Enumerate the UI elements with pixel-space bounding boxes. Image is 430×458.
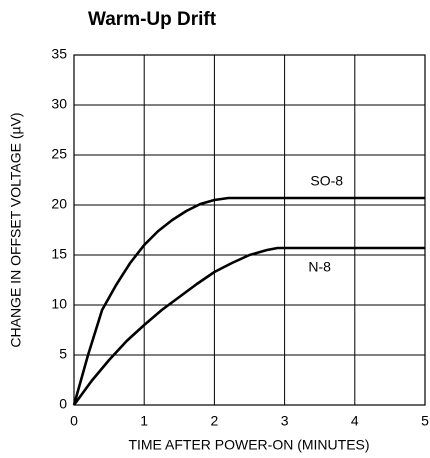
- x-axis-label: TIME AFTER POWER-ON (MINUTES): [128, 437, 369, 453]
- x-tick-label: 5: [421, 413, 429, 429]
- chart-title: Warm-Up Drift: [88, 9, 217, 30]
- y-tick-label: 25: [51, 146, 67, 162]
- y-tick-label: 20: [51, 196, 67, 212]
- y-tick-label: 0: [59, 396, 67, 412]
- x-tick-label: 4: [351, 413, 359, 429]
- x-tick-label: 3: [281, 413, 289, 429]
- x-tick-label: 1: [140, 413, 148, 429]
- y-tick-label: 35: [51, 46, 67, 62]
- plot-frame: [73, 54, 426, 406]
- series-line: [72, 246, 425, 406]
- y-axis-label: CHANGE IN OFFSET VOLTAGE (µV): [8, 112, 24, 347]
- y-tick-label: 15: [51, 246, 67, 262]
- x-tick-label: 2: [211, 413, 219, 429]
- series-line: [72, 196, 425, 406]
- y-tick-label: 30: [51, 96, 67, 112]
- y-tick-label: 5: [59, 346, 67, 362]
- x-tick-label: 0: [70, 413, 78, 429]
- y-tick-label: 10: [51, 296, 67, 312]
- series-label: N-8: [308, 259, 331, 275]
- series-label: SO-8: [310, 173, 343, 189]
